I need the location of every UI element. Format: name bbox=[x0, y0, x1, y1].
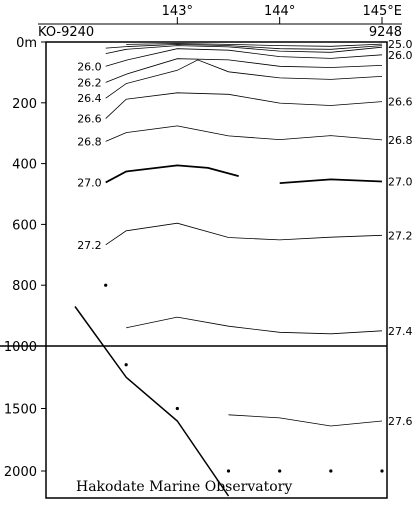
isoline-label: 25.0 bbox=[388, 38, 413, 51]
isoline-label: 27.2 bbox=[77, 239, 102, 252]
sample-point bbox=[124, 363, 128, 367]
isoline-label: 27.0 bbox=[388, 176, 413, 189]
isoline-labels: 25.026.026.026.226.426.626.626.8 26.827.0… bbox=[77, 38, 412, 428]
isoline-label: 27.2 bbox=[388, 229, 413, 242]
sample-point bbox=[278, 469, 282, 473]
isoline bbox=[105, 58, 383, 83]
isoline bbox=[105, 125, 383, 142]
isoline bbox=[126, 43, 383, 47]
sample-points bbox=[104, 283, 384, 473]
isoline bbox=[228, 414, 383, 427]
isoline-label: 26.8 bbox=[388, 134, 413, 147]
isolines bbox=[105, 43, 383, 427]
y-tick-label: 0m bbox=[16, 36, 37, 51]
y-tick-label: 400 bbox=[12, 158, 37, 173]
isoline bbox=[105, 45, 383, 54]
y-tick-label: 1500 bbox=[4, 403, 37, 418]
isoline-label: 26.6 bbox=[77, 113, 102, 126]
y-tick-label: 800 bbox=[12, 279, 37, 294]
isoline bbox=[105, 59, 383, 99]
sample-point bbox=[104, 283, 108, 287]
plot-border bbox=[45, 41, 388, 499]
isoline-label: 26.6 bbox=[388, 96, 413, 109]
y-tick-label: 2000 bbox=[4, 465, 37, 480]
sample-point bbox=[175, 406, 179, 411]
isoline-label: 27.4 bbox=[388, 325, 413, 338]
y-tick-label: 200 bbox=[12, 97, 37, 112]
isoline-label: 26.2 bbox=[77, 76, 102, 89]
isoline-label: 26.0 bbox=[388, 49, 413, 62]
x-tick-label: 144° bbox=[264, 4, 295, 19]
x-tick-label: 145°E bbox=[362, 4, 402, 19]
isoline-label: 27.0 bbox=[77, 176, 102, 189]
isoline bbox=[105, 92, 383, 119]
isoline bbox=[105, 48, 383, 67]
bottom-profile bbox=[74, 306, 230, 497]
isoline bbox=[105, 43, 383, 50]
sample-point bbox=[226, 469, 231, 473]
sample-point bbox=[380, 469, 384, 473]
y-tick-label: 600 bbox=[12, 218, 37, 233]
bottom-profile-line bbox=[74, 306, 230, 497]
isoline-label: 26.8 bbox=[77, 135, 102, 148]
station-right-label: 9248 bbox=[369, 25, 402, 40]
isoline-label: 26.0 bbox=[77, 60, 102, 73]
axis-ticks: 143° 144° 145°E 0m 200 400 600 800 1000 1500 2000 bbox=[4, 4, 402, 480]
chart-frame bbox=[0, 23, 402, 499]
isoline-label: 27.6 bbox=[388, 415, 413, 428]
sample-point bbox=[329, 469, 333, 473]
x-tick-label: 143° bbox=[162, 4, 193, 19]
isoline bbox=[105, 164, 239, 184]
y-tick-label: 1000 bbox=[4, 340, 37, 355]
isoline-label: 26.4 bbox=[77, 92, 102, 105]
station-left-label: KO-9240 bbox=[38, 25, 94, 40]
isoline bbox=[279, 178, 383, 184]
isoline bbox=[126, 316, 383, 335]
credit-label: Hakodate Marine Observatory bbox=[76, 479, 292, 495]
isoline bbox=[105, 222, 383, 246]
